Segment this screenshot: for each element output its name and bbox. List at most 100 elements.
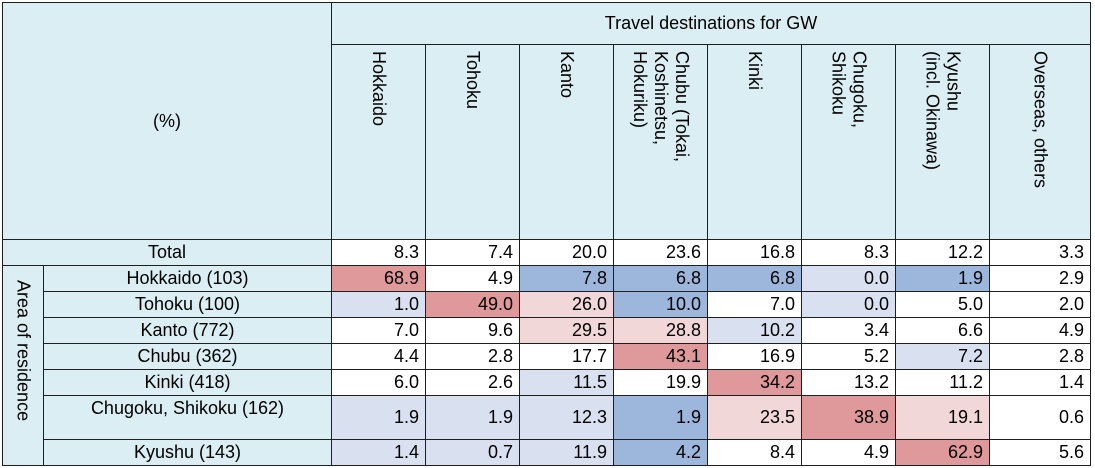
data-cell: 8.4: [707, 439, 802, 466]
data-cell: 8.3: [801, 239, 896, 266]
data-cell: 6.6: [895, 317, 990, 344]
column-header-label: Kyushu (incl. Okinawa): [922, 51, 964, 171]
row-label: Chubu (362): [43, 343, 332, 370]
row-group-label-text: Area of residence: [13, 280, 34, 422]
row-label: Chugoku, Shikoku (162): [43, 395, 332, 440]
table-row: Total 8.3 7.4 20.0 23.6 16.8 8.3 12.2 3.3: [2, 239, 1091, 266]
data-cell: 3.3: [989, 239, 1091, 266]
data-cell: 2.0: [989, 291, 1091, 318]
data-cell: 2.8: [989, 343, 1091, 370]
data-cell: 17.7: [519, 343, 614, 370]
data-cell: 43.1: [613, 343, 708, 370]
data-cell: 1.0: [331, 291, 426, 318]
data-cell: 68.9: [331, 265, 426, 292]
data-cell: 1.9: [895, 265, 990, 292]
data-cell: 10.2: [707, 317, 802, 344]
column-header: Hokkaido: [331, 44, 426, 240]
column-header-label: Kinki: [745, 51, 765, 91]
data-cell: 4.4: [331, 343, 426, 370]
data-cell: 2.6: [425, 369, 520, 396]
data-cell: 19.9: [613, 369, 708, 396]
data-cell: 12.2: [895, 239, 990, 266]
column-header: Kinki: [707, 44, 802, 240]
data-cell: 5.0: [895, 291, 990, 318]
column-header: Overseas, others: [989, 44, 1091, 240]
data-cell: 1.4: [989, 369, 1091, 396]
data-cell: 20.0: [519, 239, 614, 266]
data-cell: 1.4: [331, 439, 426, 466]
data-cell: 0.6: [989, 395, 1091, 440]
data-cell: 23.5: [707, 395, 802, 440]
row-label: Kyushu (143): [43, 439, 332, 466]
data-cell: 7.0: [331, 317, 426, 344]
data-cell: 7.4: [425, 239, 520, 266]
table-row: Area of residence Hokkaido (103) 68.9 4.9 7.…: [2, 265, 1091, 466]
data-cell: 4.9: [425, 265, 520, 292]
data-cell: 1.9: [613, 395, 708, 440]
data-cell: 26.0: [519, 291, 614, 318]
data-cell: 0.7: [425, 439, 520, 466]
data-cell: 19.1: [895, 395, 990, 440]
table-title: Travel destinations for GW: [331, 2, 1091, 45]
row-label: Tohoku (100): [43, 291, 332, 318]
data-cell: 7.8: [519, 265, 614, 292]
row-group-label: Area of residence: [2, 265, 44, 466]
data-cell: 5.6: [989, 439, 1091, 466]
row-label: Kanto (772): [43, 317, 332, 344]
data-cell: 5.2: [801, 343, 896, 370]
table-row: Kyushu (143) 1.4 0.7 11.9 4.2 8.4 4.9 62.9 5.6: [3, 439, 1091, 466]
data-cell: 8.3: [331, 239, 426, 266]
table-row: Chugoku, Shikoku (162) 1.9 1.9 12.3 1.9 23.5 3…: [3, 395, 1091, 440]
data-cell: 49.0: [425, 291, 520, 318]
data-cell: 0.0: [801, 291, 896, 318]
data-cell: 11.2: [895, 369, 990, 396]
table-row: Tohoku (100) 1.0 49.0 26.0 10.0 7.0 0.0 5.0 2.0: [3, 291, 1091, 318]
data-cell: 23.6: [613, 239, 708, 266]
table-row: Kanto (772) 7.0 9.6 29.5 28.8 10.2 3.4 6.6 4.9: [3, 317, 1091, 344]
column-header-label: Chubu (Tokai, Koshinetsu, Hokuriku): [630, 51, 692, 163]
column-header-label: Overseas, others: [1030, 51, 1051, 189]
data-cell: 62.9: [895, 439, 990, 466]
column-header: Kanto: [519, 44, 614, 240]
data-cell: 6.8: [707, 265, 802, 292]
data-cell: 2.8: [425, 343, 520, 370]
data-cell: 4.9: [801, 439, 896, 466]
data-cell: 2.9: [989, 265, 1091, 292]
data-cell: 38.9: [801, 395, 896, 440]
table-row: Kinki (418) 6.0 2.6 11.5 19.9 34.2 13.2 11.2 1.4: [3, 369, 1091, 396]
data-cell: 0.0: [801, 265, 896, 292]
data-cell: 4.2: [613, 439, 708, 466]
data-cell: 16.9: [707, 343, 802, 370]
data-cell: 6.0: [331, 369, 426, 396]
column-header: Chugoku, Shikoku: [801, 44, 896, 240]
data-cell: 16.8: [707, 239, 802, 266]
data-cell: 3.4: [801, 317, 896, 344]
data-cell: 11.5: [519, 369, 614, 396]
data-cell: 11.9: [519, 439, 614, 466]
data-cell: 13.2: [801, 369, 896, 396]
row-label: Total: [2, 239, 332, 266]
data-cell: 9.6: [425, 317, 520, 344]
data-cell: 34.2: [707, 369, 802, 396]
data-cell: 29.5: [519, 317, 614, 344]
data-cell: 1.9: [331, 395, 426, 440]
column-header-label: Tohoku: [463, 51, 483, 110]
data-cell: 10.0: [613, 291, 708, 318]
corner-unit-label: (%): [2, 2, 332, 240]
column-header: Kyushu (incl. Okinawa): [895, 44, 990, 240]
data-cell: 28.8: [613, 317, 708, 344]
table-row: Chubu (362) 4.4 2.8 17.7 43.1 16.9 5.2 7.2 2.8: [3, 343, 1091, 370]
column-header-label: Chugoku, Shikoku: [828, 51, 870, 129]
column-header: Tohoku: [425, 44, 520, 240]
data-cell: 12.3: [519, 395, 614, 440]
data-cell: 7.2: [895, 343, 990, 370]
row-label: Hokkaido (103): [43, 265, 332, 292]
column-header-label: Kanto: [557, 51, 577, 99]
data-cell: 6.8: [613, 265, 708, 292]
row-label: Kinki (418): [43, 369, 332, 396]
data-cell: 7.0: [707, 291, 802, 318]
column-header-label: Hokkaido: [369, 51, 389, 127]
column-header: Chubu (Tokai, Koshinetsu, Hokuriku): [613, 44, 708, 240]
data-cell: 1.9: [425, 395, 520, 440]
